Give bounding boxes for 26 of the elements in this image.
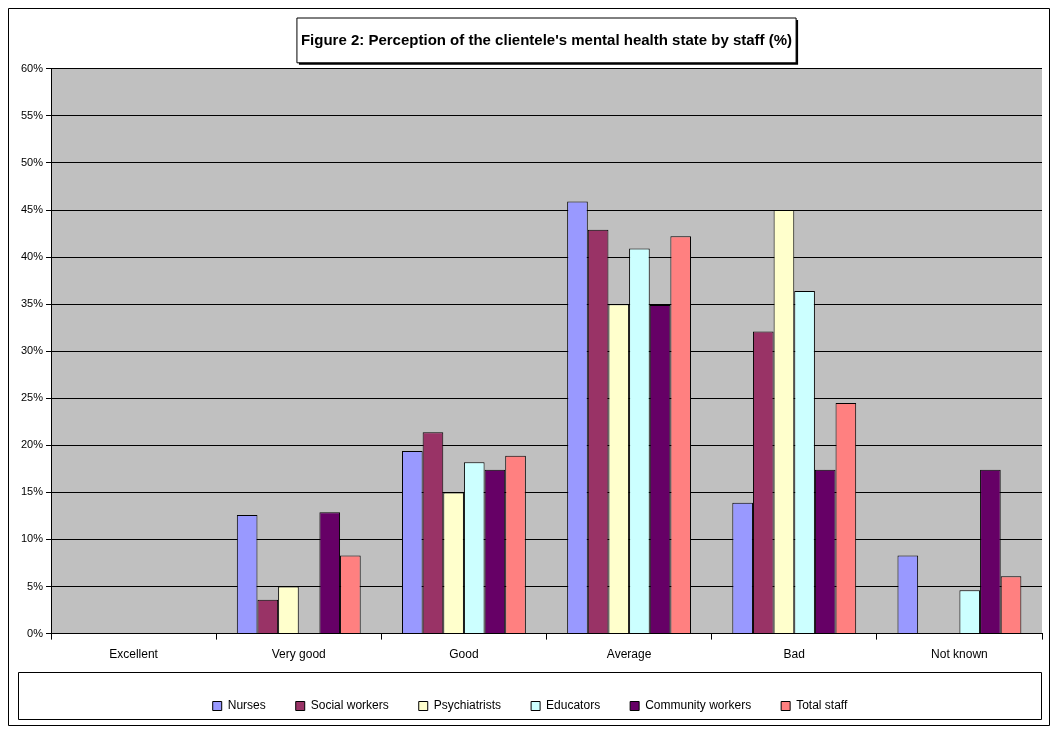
legend-label: Total staff — [796, 698, 848, 713]
y-tick-label: 15% — [20, 485, 44, 498]
x-tick-label: Bad — [783, 647, 805, 662]
x-tick-label: Not known — [931, 647, 988, 662]
legend-label: Educators — [546, 698, 601, 713]
y-tick-label: 50% — [20, 155, 44, 168]
x-tick-label: Very good — [271, 647, 326, 662]
y-tick-label: 25% — [20, 391, 44, 404]
x-tick-label: Excellent — [109, 647, 159, 662]
y-tick-label: 35% — [20, 297, 44, 310]
y-tick-label: 40% — [20, 250, 44, 263]
legend-label: Nurses — [227, 698, 266, 713]
y-tick-label: 45% — [20, 203, 44, 216]
y-tick-label: 20% — [20, 438, 44, 451]
chart-title: Figure 2: Perception of the clientele's mental health state by staff (%) — [300, 30, 793, 48]
x-tick-label: Average — [606, 647, 652, 662]
x-tick-label: Good — [449, 647, 479, 662]
y-tick-label: 55% — [20, 108, 44, 121]
y-tick-label: 5% — [27, 579, 44, 592]
legend-label: Psychiatrists — [433, 698, 502, 713]
y-tick-label: 60% — [20, 61, 44, 74]
legend-label: Community workers — [645, 698, 752, 713]
y-tick-label: 0% — [27, 626, 44, 639]
y-tick-label: 30% — [20, 344, 44, 357]
y-tick-label: 10% — [20, 532, 44, 545]
legend-label: Social workers — [310, 698, 389, 713]
